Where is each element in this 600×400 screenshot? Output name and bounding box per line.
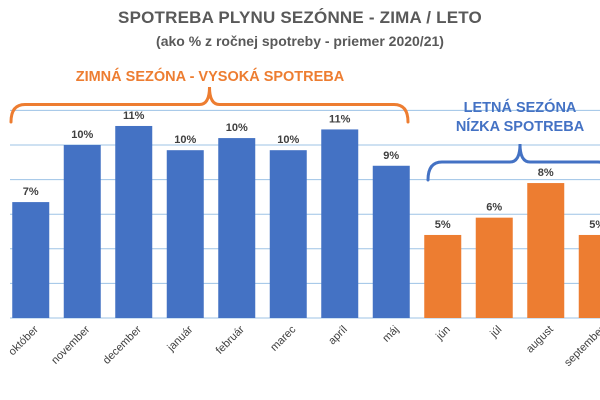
chart-subtitle: (ako % z ročnej spotreby - priemer 2020/…: [156, 33, 444, 49]
data-label: 8%: [538, 167, 554, 179]
category-tick-label: júl: [487, 324, 504, 341]
data-label: 11%: [123, 110, 145, 122]
bar: [475, 217, 513, 318]
category-tick-label: apríl: [326, 324, 350, 348]
bar: [218, 138, 256, 318]
category-tick-label: marec: [268, 323, 298, 353]
category-tick-label: august: [524, 324, 556, 356]
bar: [424, 234, 462, 318]
data-label: 10%: [174, 134, 196, 146]
category-tick-label: december: [101, 323, 144, 366]
bar: [527, 183, 565, 318]
bar: [12, 202, 50, 318]
category-tick-label: september: [562, 323, 600, 368]
bar: [372, 165, 410, 318]
data-label: 10%: [226, 122, 248, 134]
winter-season-brace: [9, 86, 410, 124]
category-tick-label: október: [6, 323, 41, 358]
data-label: 11%: [329, 113, 351, 125]
category-tick-label: jún: [433, 324, 453, 344]
bar: [578, 234, 600, 318]
winter-season-label: ZIMNÁ SEZÓNA - VYSOKÁ SPOTREBA: [76, 67, 345, 85]
data-label: 7%: [23, 186, 39, 198]
bar: [269, 150, 307, 318]
data-label: 5%: [435, 219, 451, 231]
summer-season-label: LETNÁ SEZÓNA: [464, 98, 577, 116]
category-tick-label: január: [165, 323, 196, 354]
bar: [115, 125, 153, 318]
chart-title: SPOTREBA PLYNU SEZÓNNE - ZIMA / LETO: [118, 8, 482, 27]
category-tick-label: máj: [380, 324, 401, 345]
summer-season-brace: [426, 143, 600, 182]
bar: [321, 129, 359, 318]
data-label: 10%: [71, 129, 93, 141]
data-label: 6%: [486, 202, 502, 214]
bar: [63, 145, 101, 318]
bar: [166, 150, 204, 318]
category-tick-label: november: [49, 323, 92, 366]
summer-season-label: NÍZKA SPOTREBA: [456, 118, 585, 135]
category-tick-label: február: [214, 323, 247, 356]
data-label: 9%: [383, 150, 399, 162]
data-label: 10%: [277, 134, 299, 146]
data-label: 5%: [589, 219, 600, 231]
